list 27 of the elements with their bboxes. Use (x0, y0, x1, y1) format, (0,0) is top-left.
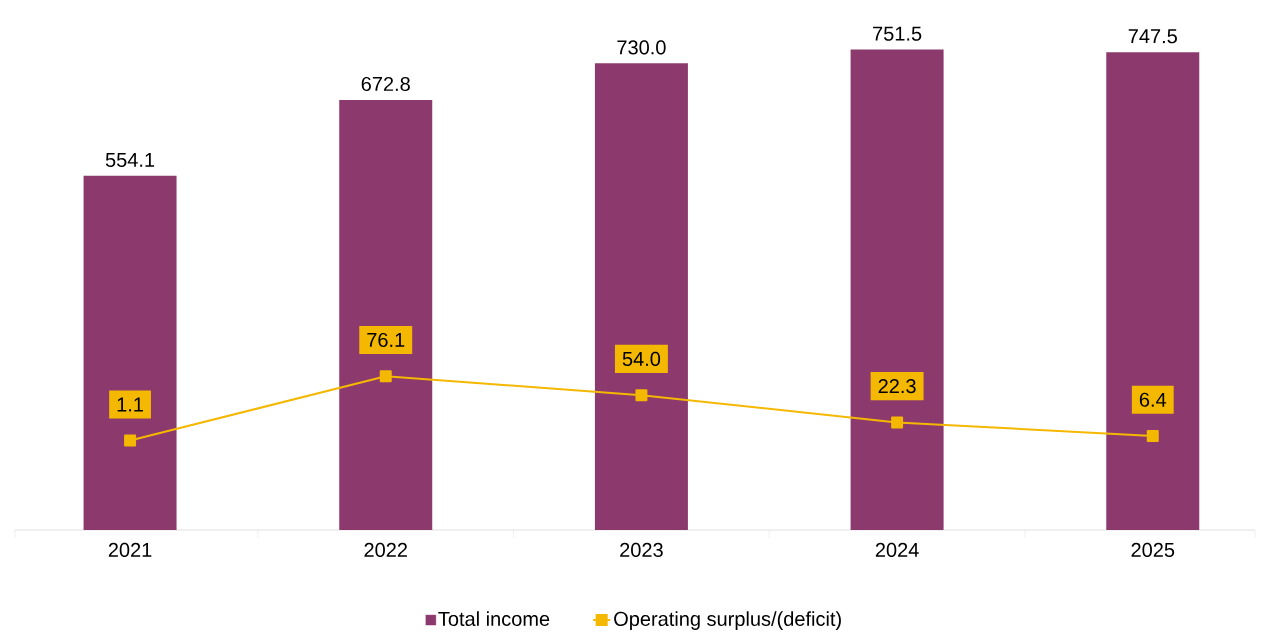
data-label: 1.1 (117, 397, 143, 412)
x-tick-label: 2024 (875, 542, 919, 558)
point (635, 389, 648, 402)
data-label: 54.0 (622, 351, 661, 366)
bar (594, 63, 688, 530)
point (379, 370, 392, 383)
point (124, 434, 137, 447)
x-tick-label: 2023 (620, 542, 663, 558)
bar (83, 175, 177, 530)
data-label: 747.5 (1128, 29, 1177, 44)
legend-label: Total income (438, 611, 550, 626)
point (891, 416, 904, 429)
data-label: 730.0 (617, 40, 666, 55)
x-tick-label: 2021 (108, 542, 152, 558)
data-label: 22.3 (878, 379, 916, 394)
data-label: 554.1 (105, 152, 155, 167)
data-label: 76.1 (367, 332, 405, 348)
data-label: 6.4 (1139, 392, 1167, 407)
bar (339, 99, 433, 530)
data-label: 751.5 (873, 26, 922, 41)
legend-label: Operating surplus/(deficit) (614, 611, 841, 630)
point (1146, 430, 1159, 443)
bar (1106, 52, 1200, 530)
x-tick-label: 2022 (364, 542, 407, 558)
data-label: 672.8 (361, 76, 410, 92)
x-tick-label: 2025 (1131, 542, 1175, 558)
bar (850, 49, 944, 530)
